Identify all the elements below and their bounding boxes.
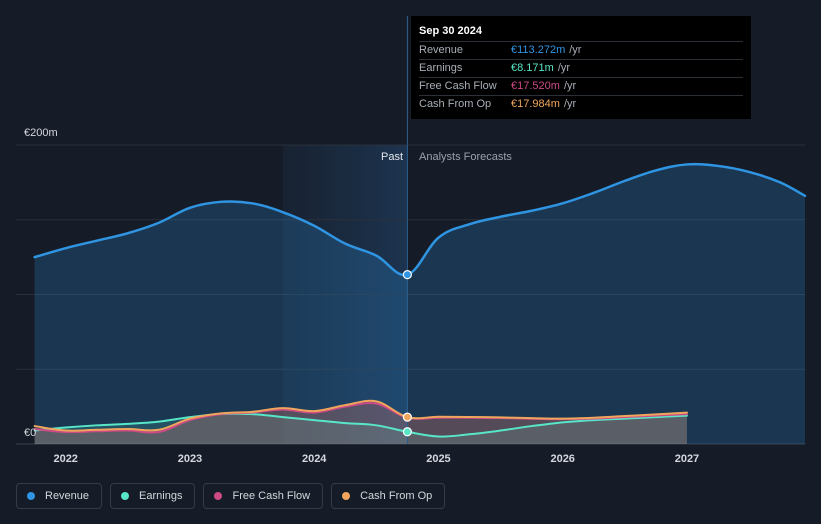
tooltip-row-fcf: Free Cash Flow €17.520m /yr [419, 77, 743, 95]
earnings-dot-icon [121, 492, 130, 500]
legend-item-revenue[interactable]: Revenue [16, 483, 103, 509]
tooltip-date: Sep 30 2024 [419, 25, 482, 37]
tooltip-row-revenue: Revenue €113.272m /yr [419, 41, 743, 59]
legend-label: Free Cash Flow [232, 490, 311, 502]
tooltip-unit: /yr [557, 62, 571, 74]
x-tick-label: 2025 [426, 453, 450, 465]
tooltip-value: €8.171m [511, 62, 554, 74]
forecast-label: Analysts Forecasts [419, 151, 512, 163]
series-lines [33, 162, 807, 438]
tooltip-label: Free Cash Flow [419, 80, 497, 92]
past-label: Past [381, 151, 403, 163]
earnings-area [34, 413, 687, 444]
tooltip-value: €17.520m [511, 80, 560, 92]
tooltip-label: Earnings [419, 62, 463, 74]
legend-item-cash-from-op[interactable]: Cash From Op [331, 483, 446, 509]
data-tooltip: Sep 30 2024 Revenue €113.272m /yr Earnin… [411, 16, 751, 119]
revenue-line [33, 162, 807, 277]
cfo-area [34, 400, 687, 444]
y-axis-top-label: €200m [24, 127, 58, 139]
legend-item-free-cash-flow[interactable]: Free Cash Flow [203, 483, 324, 509]
legend-item-earnings[interactable]: Earnings [110, 483, 196, 509]
gridlines [16, 144, 805, 445]
tooltip-unit: /yr [563, 98, 577, 110]
tooltip-label: Cash From Op [419, 98, 492, 110]
earnings-point[interactable] [402, 427, 412, 437]
tooltip-row-cfo: Cash From Op €17.984m /yr [419, 95, 743, 113]
x-tick-label: 2026 [550, 453, 574, 465]
revenue-dot-icon [27, 492, 35, 500]
revenue-point[interactable] [402, 270, 412, 280]
free-cash-flow-dot-icon [214, 492, 223, 500]
y-axis-bottom-label: €0 [24, 427, 36, 439]
legend-label: Revenue [45, 490, 90, 502]
x-tick-label: 2022 [53, 453, 77, 465]
tooltip-label: Revenue [419, 44, 464, 56]
x-tick-label: 2024 [302, 453, 327, 465]
tooltip-value: €17.984m [511, 98, 560, 110]
legend-label: Earnings [139, 490, 183, 502]
tooltip-value: €113.272m [511, 44, 566, 56]
x-axis-ticks: 2022 2023 2024 2025 2026 2027 [53, 453, 699, 465]
cfo-point[interactable] [402, 412, 412, 422]
x-tick-label: 2027 [675, 453, 699, 465]
legend-label: Cash From Op [360, 490, 433, 502]
chart-legend: Revenue Earnings Free Cash Flow Cash Fro… [16, 483, 446, 509]
series-areas [34, 164, 805, 444]
tooltip-row-earnings: Earnings €8.171m /yr [419, 59, 743, 77]
cash-from-op-dot-icon [342, 492, 351, 500]
highlight-points [402, 270, 412, 437]
tooltip-unit: /yr [569, 44, 582, 56]
x-tick-label: 2023 [178, 453, 202, 465]
tooltip-unit: /yr [563, 80, 577, 92]
earnings-line [33, 412, 688, 438]
revenue-area [34, 164, 805, 444]
cfo-line [33, 399, 688, 432]
